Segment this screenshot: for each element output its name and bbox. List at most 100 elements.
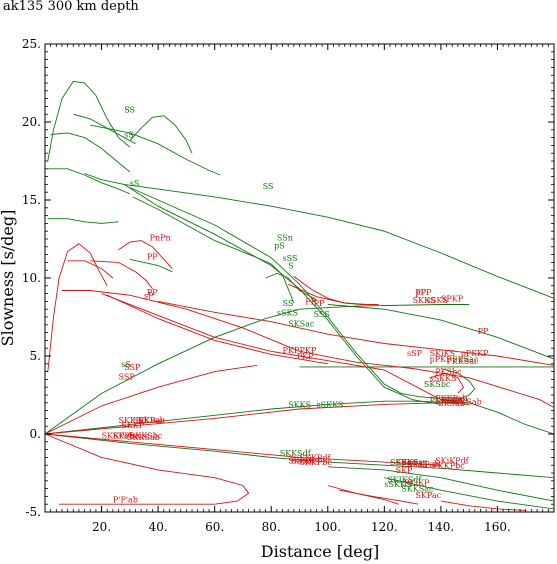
phase-label-69: SKKPab — [407, 460, 439, 469]
travel-curve-s-3 — [90, 124, 221, 176]
travel-curve-p-36 — [339, 489, 419, 505]
phase-label-36: pPKP — [430, 355, 452, 364]
phase-label-30: PP — [147, 288, 158, 297]
phase-label-2: sS — [124, 131, 134, 140]
phase-label-62: SKKPbc — [300, 458, 333, 467]
travel-curve-s-20 — [440, 368, 476, 401]
phase-label-14: SKKS — [288, 401, 311, 410]
x-tick-label-1: 40. — [149, 520, 168, 534]
phase-label-57: SKKSac — [133, 416, 166, 425]
travel-curve-s-13 — [44, 304, 470, 435]
travel-curve-s-9 — [132, 196, 295, 304]
y-axis-title: Slowness [s/deg] — [0, 210, 17, 347]
phase-label-19: SKIKSdf — [387, 475, 422, 484]
x-tick-label-0: 20. — [92, 520, 111, 534]
travel-curve-p-38 — [440, 500, 526, 511]
travel-curve-s-10 — [47, 218, 119, 224]
phase-label-23: PKSab — [441, 396, 468, 405]
phase-label-59: SKKPab — [102, 432, 134, 441]
phase-label-26: pPP — [415, 288, 432, 297]
x-tick-label-2: 60. — [205, 520, 224, 534]
tick-layer: 20. 40. 60. 80. 100. 120. 140. 160. -5. 0. 5. 10. 15… — [22, 37, 554, 534]
travel-curve-p-30 — [288, 283, 368, 305]
phase-label-12: SSS — [314, 310, 330, 319]
phase-label-4: SS — [263, 182, 274, 191]
travel-curve-s-15 — [44, 400, 555, 435]
phase-label-9: SS — [283, 299, 294, 308]
phase-label-71: SKSab — [438, 399, 465, 408]
phase-label-70: PKSab — [455, 397, 482, 406]
plot-frame — [44, 43, 555, 513]
travel-curve-s-17 — [327, 466, 555, 502]
phase-label-37: PKKPab — [435, 394, 467, 403]
phase-label-32: PP — [314, 299, 325, 308]
y-tick-label-0: -5. — [25, 505, 41, 519]
phase-label-11: SKSac — [288, 319, 315, 328]
phase-label-3: sS — [130, 179, 140, 188]
y-tick-label-4: 15. — [22, 193, 41, 207]
y-tick-label-2: 5. — [30, 349, 41, 363]
travel-curve-s-4 — [50, 132, 131, 173]
series-layer — [44, 80, 555, 511]
travel-curve-p-26 — [101, 293, 464, 404]
phase-label-72: sSKS — [441, 396, 462, 405]
phase-label-40: sSKKS — [430, 374, 457, 383]
travel-curve-s-16 — [44, 433, 555, 479]
phase-label-22: PKKPac — [430, 396, 462, 405]
phase-label-8: pS — [274, 241, 285, 250]
phase-label-15: sSKKS — [317, 401, 344, 410]
travel-curve-p-24 — [118, 240, 173, 269]
phase-label-48: PKP — [297, 352, 314, 361]
travel-curve-p-28 — [158, 300, 555, 366]
travel-curve-p-35 — [327, 485, 399, 505]
phase-label-53: SSP — [124, 363, 141, 372]
phase-label-74: SKKSab — [127, 433, 160, 442]
phase-label-49: SKKS — [413, 296, 436, 305]
phase-label-10: sSKS — [277, 308, 298, 317]
phase-label-42: SKKPdf — [300, 454, 332, 463]
phase-label-20: sSKKS — [384, 480, 411, 489]
phase-label-5: SSn — [277, 234, 293, 243]
travel-curve-s-7 — [129, 187, 464, 404]
phase-label-64: PKPab — [401, 460, 427, 469]
x-tick-label-7: 160. — [484, 520, 511, 534]
phase-label-66: SKPac — [415, 491, 441, 500]
travel-curve-p-37 — [429, 372, 465, 394]
phase-label-34: PP — [478, 327, 489, 336]
phase-label-61: SKKSbc — [130, 432, 163, 441]
phase-label-27: PP — [415, 288, 426, 297]
y-tick-label-5: 20. — [22, 115, 41, 129]
phase-label-73: SKKS — [396, 458, 419, 467]
travel-curve-s-5 — [47, 168, 130, 195]
travel-curve-s-14 — [327, 304, 555, 360]
phase-label-1: SS — [124, 106, 135, 115]
travel-curve-p-22 — [67, 260, 114, 279]
travel-curve-p-25 — [62, 290, 555, 408]
phase-label-35: sSP — [407, 349, 423, 358]
phase-label-60: SKPbc — [113, 432, 140, 441]
phase-label-7: S — [288, 262, 293, 271]
phase-label-63: SKPab — [288, 457, 314, 466]
phase-label-54: SKP — [396, 466, 413, 475]
travel-curve-s-0 — [47, 80, 131, 162]
phase-label-52: SSP — [119, 372, 136, 381]
phase-label-44: PKP — [283, 346, 300, 355]
phase-label-47: pPKKP — [461, 349, 489, 358]
phase-label-17: SKSac — [390, 458, 417, 467]
y-tick-label-1: 0. — [30, 427, 41, 441]
phase-label-51: sSKS — [427, 296, 448, 305]
phase-label-46: SKiKS — [430, 349, 455, 358]
phase-label-28: PnPn — [150, 234, 171, 243]
phase-label-6: sSS — [283, 254, 298, 263]
phase-label-21: SKKSac — [401, 485, 434, 494]
phase-label-56: SKKSd — [119, 416, 147, 425]
travel-curve-s-8 — [123, 184, 441, 405]
travel-curve-s-11 — [129, 258, 173, 273]
travel-curve-p-27 — [107, 294, 328, 365]
phase-label-29: PP — [147, 252, 158, 261]
phase-label-13: sS — [121, 360, 131, 369]
travel-curve-p-23 — [90, 260, 153, 290]
phase-label-45: PKP — [300, 346, 317, 355]
